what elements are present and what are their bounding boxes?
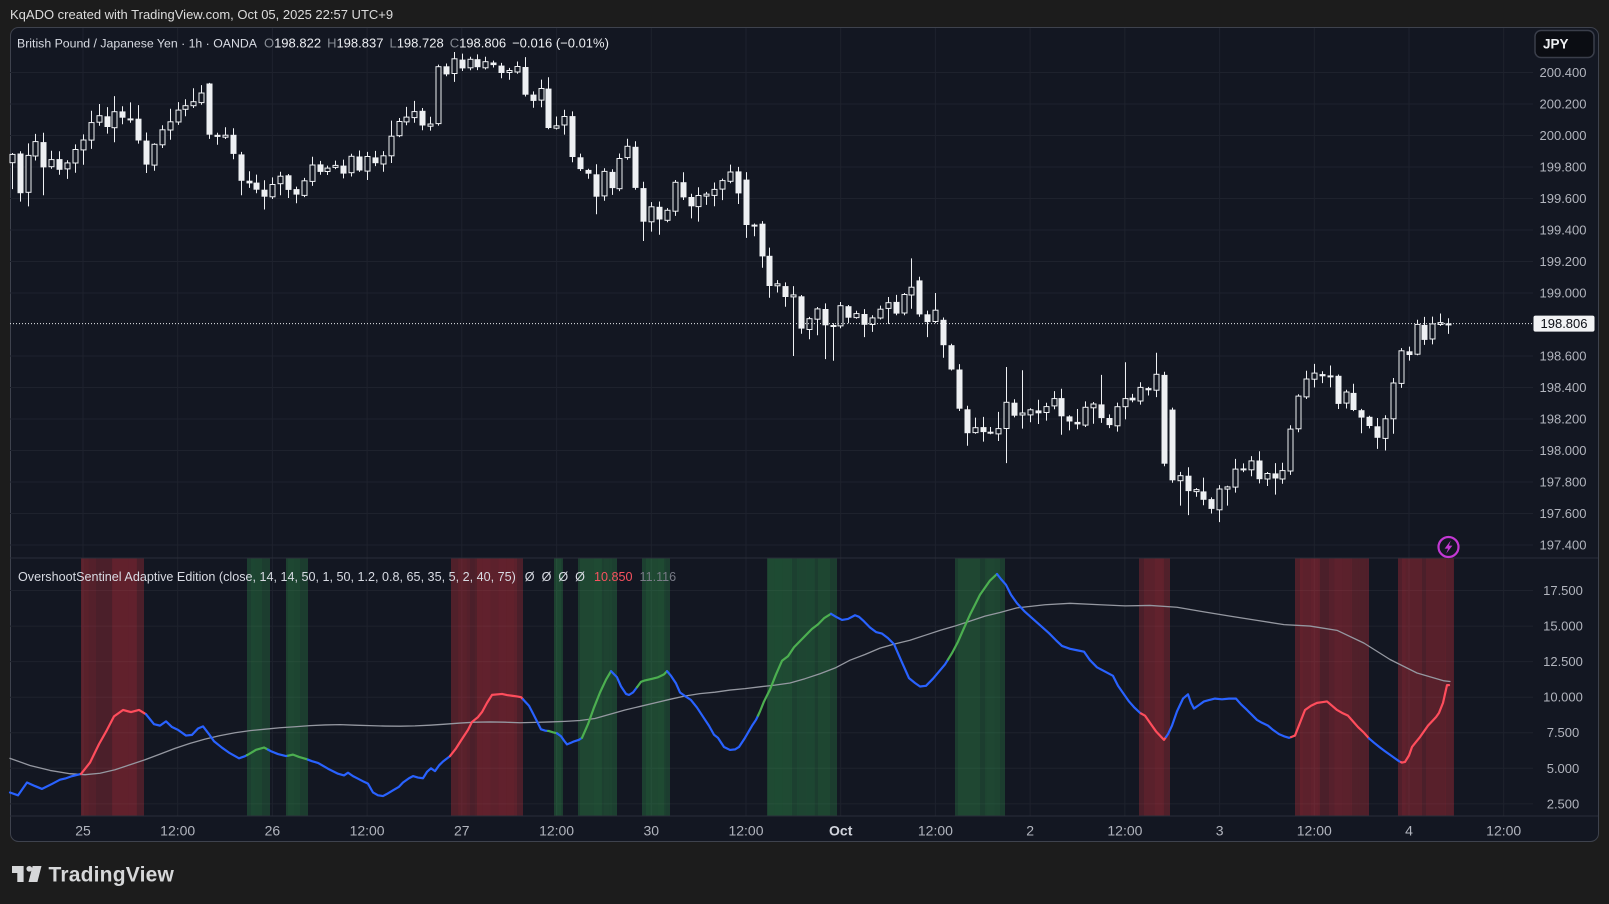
svg-text:27: 27 — [454, 823, 470, 839]
svg-text:12:00: 12:00 — [539, 823, 574, 839]
svg-text:12:00: 12:00 — [728, 823, 763, 839]
svg-text:12:00: 12:00 — [160, 823, 195, 839]
svg-text:26: 26 — [265, 823, 281, 839]
svg-text:12.500: 12.500 — [1543, 654, 1583, 669]
svg-text:25: 25 — [75, 823, 91, 839]
svg-text:JPY: JPY — [1543, 37, 1569, 52]
svg-text:2.500: 2.500 — [1547, 796, 1580, 811]
svg-text:12:00: 12:00 — [350, 823, 385, 839]
svg-text:197.800: 197.800 — [1540, 475, 1587, 490]
svg-text:3: 3 — [1216, 823, 1224, 839]
svg-text:198.200: 198.200 — [1540, 412, 1587, 427]
svg-text:15.000: 15.000 — [1543, 619, 1583, 634]
svg-text:12:00: 12:00 — [1107, 823, 1142, 839]
svg-text:199.800: 199.800 — [1540, 160, 1587, 175]
svg-text:7.500: 7.500 — [1547, 725, 1580, 740]
svg-text:12:00: 12:00 — [1486, 823, 1521, 839]
svg-text:12:00: 12:00 — [1297, 823, 1332, 839]
svg-text:5.000: 5.000 — [1547, 761, 1580, 776]
svg-text:199.200: 199.200 — [1540, 254, 1587, 269]
svg-text:4: 4 — [1405, 823, 1413, 839]
svg-text:12:00: 12:00 — [918, 823, 953, 839]
svg-text:197.400: 197.400 — [1540, 538, 1587, 553]
svg-text:199.000: 199.000 — [1540, 286, 1587, 301]
svg-text:17.500: 17.500 — [1543, 583, 1583, 598]
svg-text:198.400: 198.400 — [1540, 380, 1587, 395]
svg-text:198.000: 198.000 — [1540, 443, 1587, 458]
svg-text:10.000: 10.000 — [1543, 690, 1583, 705]
svg-text:198.600: 198.600 — [1540, 349, 1587, 364]
svg-text:197.600: 197.600 — [1540, 506, 1587, 521]
svg-text:200.000: 200.000 — [1540, 128, 1587, 143]
svg-text:199.600: 199.600 — [1540, 191, 1587, 206]
svg-text:British Pound / Japanese Yen ·: British Pound / Japanese Yen · 1h · OAND… — [17, 36, 609, 51]
svg-text:2: 2 — [1026, 823, 1034, 839]
svg-text:200.200: 200.200 — [1540, 97, 1587, 112]
svg-text:OvershootSentinel Adaptive Edi: OvershootSentinel Adaptive Edition (clos… — [18, 570, 676, 584]
svg-text:200.400: 200.400 — [1540, 65, 1587, 80]
svg-text:198.806: 198.806 — [1541, 316, 1588, 331]
svg-text:Oct: Oct — [829, 823, 853, 839]
svg-text:30: 30 — [644, 823, 660, 839]
svg-text:KqADO created with TradingView: KqADO created with TradingView.com, Oct … — [10, 7, 393, 22]
svg-text:199.400: 199.400 — [1540, 223, 1587, 238]
svg-text:TradingView: TradingView — [49, 864, 175, 887]
